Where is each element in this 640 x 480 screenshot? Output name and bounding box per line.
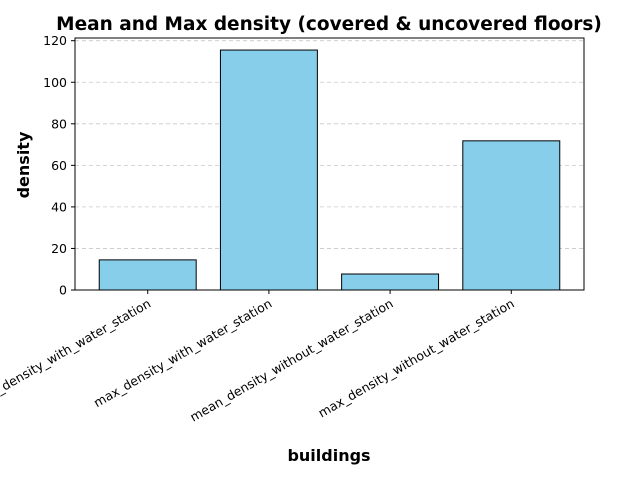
y-tick-label: 80 — [51, 116, 67, 131]
x-axis-title: buildings — [287, 446, 370, 465]
x-axis: mean_density_with_water_station max_densi… — [0, 290, 517, 425]
y-tick-label: 100 — [43, 75, 67, 90]
y-tick-label: 40 — [51, 199, 67, 214]
y-axis-title: density — [14, 131, 33, 198]
plot-frame — [74, 37, 585, 291]
y-tick-label: 20 — [51, 241, 67, 256]
y-tick-label: 120 — [43, 33, 67, 48]
bar — [98, 259, 197, 291]
x-tick-label: mean_density_without_water_station — [187, 296, 395, 425]
bar — [219, 49, 318, 291]
y-tick-label: 60 — [51, 158, 67, 173]
bar — [462, 140, 561, 291]
grid-lines — [75, 40, 584, 291]
chart-title: Mean and Max density (covered & uncovere… — [56, 14, 602, 35]
x-tick-label: mean_density_with_water_station — [0, 296, 153, 415]
bars — [98, 49, 561, 291]
y-axis: 0 20 40 60 80 100 120 — [43, 33, 75, 298]
x-tick-label: max_density_without_water_station — [316, 296, 517, 421]
bar — [341, 273, 440, 291]
y-tick-label: 0 — [59, 283, 67, 298]
